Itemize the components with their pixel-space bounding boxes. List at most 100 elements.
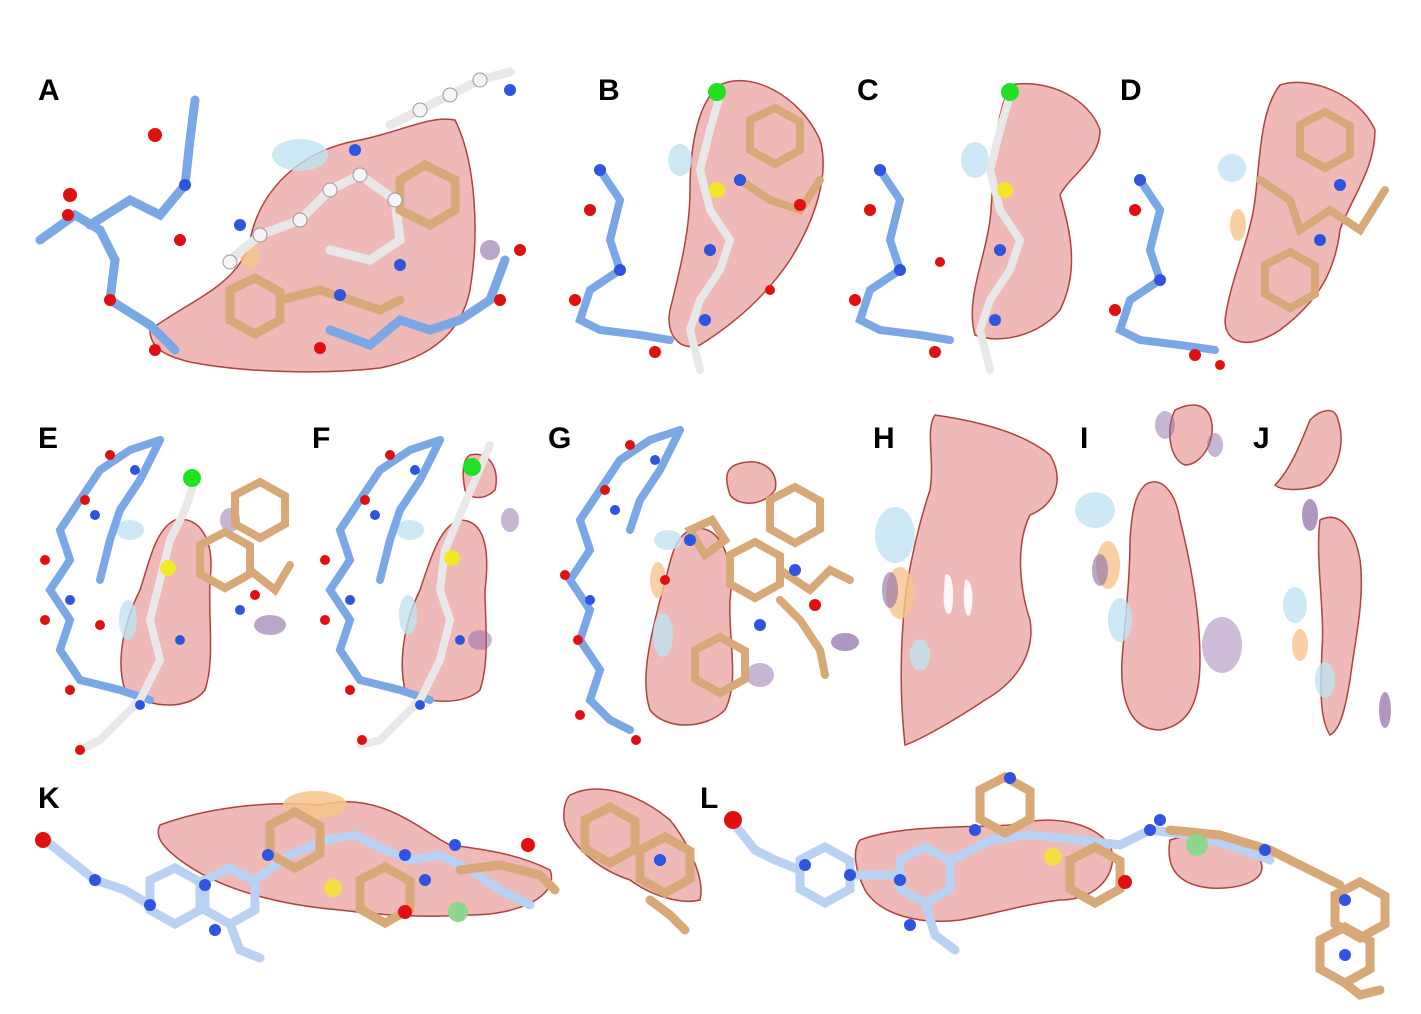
- atoms-oxygen: [62, 128, 526, 356]
- surface-purple: [746, 663, 774, 687]
- panel-label-l: L: [700, 782, 718, 815]
- backbone-chain: [325, 436, 444, 704]
- ligand-tan: [196, 477, 294, 596]
- panel-b: B: [569, 74, 824, 374]
- panel-e: E: [38, 422, 294, 755]
- atoms-oxygen: [1109, 204, 1225, 370]
- surface-purple: [254, 615, 286, 635]
- panel-i: I: [1075, 404, 1242, 731]
- atom-oxygen: [35, 832, 51, 848]
- atoms-nitrogen: [179, 84, 516, 301]
- atoms-nitrogen: [874, 164, 1006, 326]
- ligand-white: [685, 91, 735, 374]
- atom-sulfur: [160, 560, 176, 576]
- surface-blue: [116, 520, 144, 540]
- surface-red: [725, 461, 777, 504]
- backbone-chain: [35, 95, 510, 355]
- surface-purple: [1207, 433, 1223, 457]
- surface-red: [900, 414, 1058, 747]
- surface-blue: [1315, 662, 1335, 698]
- panel-label-b: B: [598, 74, 620, 107]
- panel-h: H: [873, 414, 1058, 747]
- panel-d: D: [1109, 74, 1389, 370]
- atoms-nitrogen: [799, 772, 1351, 961]
- backbone-chain: [855, 166, 954, 344]
- panel-k: K: [35, 782, 702, 963]
- atom-halogen: [1186, 834, 1208, 856]
- atoms-nitrogen: [1134, 174, 1346, 286]
- surface-blue: [654, 530, 682, 550]
- backbone-chain: [575, 166, 674, 344]
- surface-red: [120, 518, 212, 706]
- ligand-tan: [684, 482, 854, 698]
- surface-blue: [910, 639, 930, 671]
- panel-label-e: E: [38, 422, 58, 455]
- backbone-chain: [565, 426, 684, 734]
- atom-halogen: [448, 902, 468, 922]
- surface-blue: [961, 142, 989, 178]
- surface-purple: [501, 508, 519, 532]
- atom-sulfur: [997, 182, 1013, 198]
- atoms-oxygen: [560, 440, 821, 745]
- atom-oxygen: [1118, 875, 1132, 889]
- surface-orange: [650, 562, 666, 598]
- panel-f: F: [312, 422, 519, 749]
- panel-label-d: D: [1120, 74, 1142, 107]
- surface-blue: [119, 600, 137, 640]
- ligand-tan: [736, 103, 824, 215]
- surface-purple: [480, 240, 500, 260]
- surface-blue: [1075, 492, 1115, 528]
- ligand-tan: [1256, 107, 1389, 313]
- surface-blue: [668, 144, 692, 176]
- atoms-nitrogen: [65, 465, 245, 710]
- surface-red: [1121, 481, 1201, 731]
- panel-label-j: J: [1253, 422, 1270, 455]
- atom-halogen: [463, 458, 481, 476]
- panel-l: L: [700, 771, 1390, 1000]
- surface-orange: [1230, 209, 1246, 241]
- atom-sulfur: [324, 879, 342, 897]
- panel-j: J: [1253, 409, 1391, 736]
- panel-label-h: H: [873, 422, 895, 455]
- surface-blue: [272, 139, 328, 171]
- ligand-blue-light: [730, 820, 1275, 955]
- panel-c: C: [849, 74, 1101, 374]
- surface-red: [1169, 404, 1213, 466]
- surface-red-hole: [963, 579, 973, 616]
- panel-label-k: K: [38, 782, 60, 815]
- atoms-nitrogen: [585, 455, 801, 631]
- atoms-oxygen: [40, 450, 260, 755]
- panel-a: A: [35, 67, 526, 373]
- ligand-tan: [975, 771, 1390, 1000]
- backbone-chain: [1115, 176, 1219, 354]
- atom-oxygen: [398, 905, 412, 919]
- atoms-white: [222, 72, 488, 270]
- surface-purple: [1202, 617, 1242, 673]
- surface-red: [157, 800, 553, 917]
- surface-blue: [1108, 598, 1132, 642]
- atoms-nitrogen: [89, 839, 666, 936]
- surface-red-hole: [943, 574, 954, 614]
- surface-purple: [882, 572, 898, 608]
- atom-sulfur: [1044, 848, 1062, 866]
- surface-blue: [1283, 587, 1307, 623]
- panel-g: G: [548, 422, 859, 745]
- surface-purple: [1092, 554, 1108, 586]
- panel-label-g: G: [548, 422, 571, 455]
- atom-oxygen: [724, 811, 742, 829]
- atom-sulfur: [709, 182, 725, 198]
- surface-purple: [831, 633, 859, 651]
- surface-blue: [875, 507, 915, 563]
- atom-halogen: [708, 83, 726, 101]
- atoms-nitrogen: [345, 465, 465, 710]
- atom-oxygen: [521, 838, 535, 852]
- panel-label-c: C: [857, 74, 879, 107]
- ligand-white: [356, 441, 494, 749]
- surface-blue: [399, 595, 417, 635]
- surface-purple: [1155, 411, 1175, 439]
- atoms-oxygen: [569, 199, 806, 358]
- panel-label-f: F: [312, 422, 330, 455]
- surface-blue: [653, 613, 673, 657]
- atom-halogen: [183, 469, 201, 487]
